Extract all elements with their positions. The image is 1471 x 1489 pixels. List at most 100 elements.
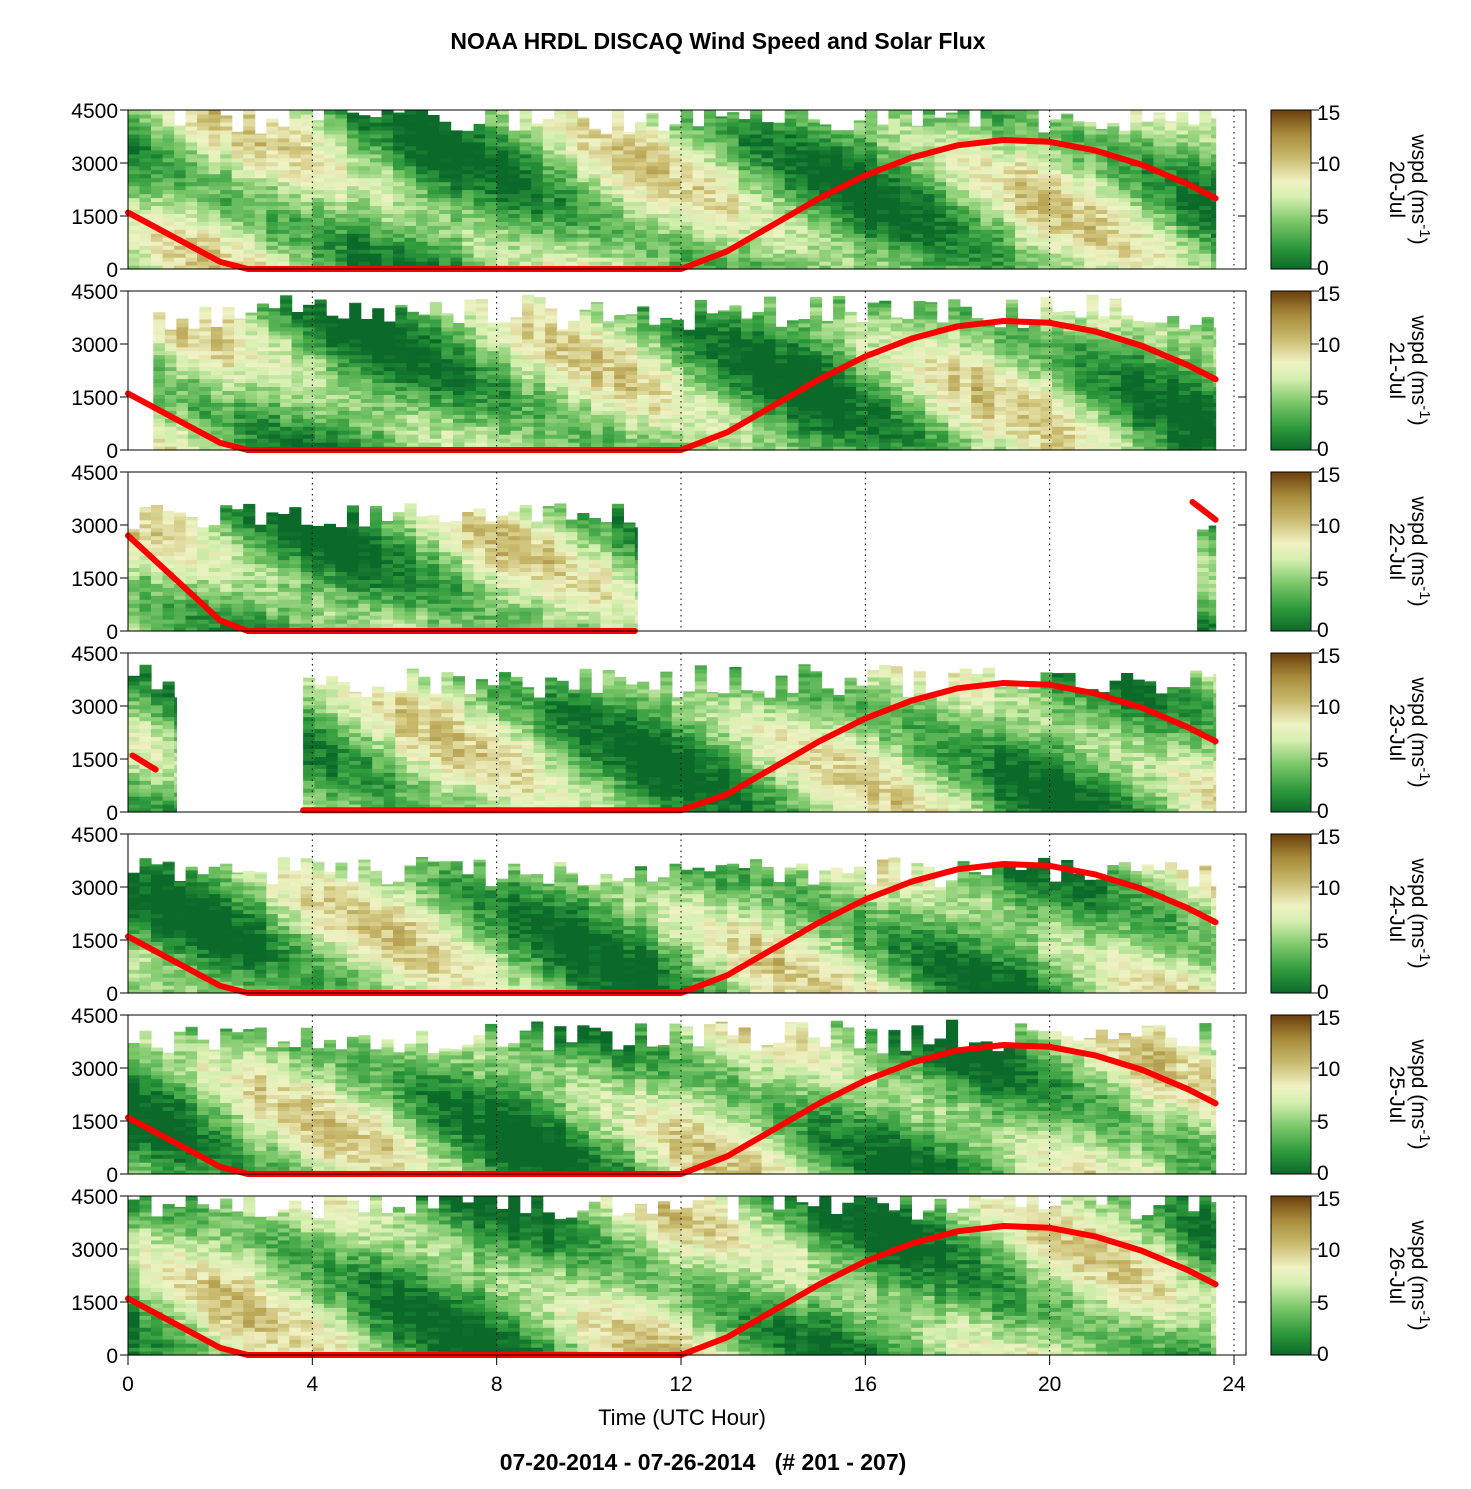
heatmap-cell [347, 257, 359, 262]
heatmap-cell [1073, 261, 1085, 266]
heatmap-cell [485, 221, 497, 226]
heatmap-cell [923, 142, 935, 147]
heatmap-cell [531, 229, 543, 234]
heatmap-cell [1027, 150, 1039, 155]
heatmap-cell [301, 221, 313, 226]
heatmap-cell [151, 142, 163, 147]
heatmap-cell [865, 229, 877, 234]
heatmap-cell [232, 245, 244, 250]
heatmap-cell [220, 130, 232, 135]
heatmap-cell [289, 142, 301, 147]
heatmap-cell [1096, 158, 1108, 163]
heatmap-cell [266, 182, 278, 187]
heatmap-cell [301, 241, 313, 246]
heatmap-cell [197, 158, 209, 163]
heatmap-cell [658, 174, 670, 179]
heatmap-cell [577, 174, 589, 179]
heatmap-cell [151, 174, 163, 179]
heatmap-cell [1004, 158, 1016, 163]
heatmap-cell [358, 170, 370, 175]
heatmap-cell [635, 261, 647, 266]
heatmap-cell [1107, 221, 1119, 226]
heatmap-cell [335, 170, 347, 175]
heatmap-cell [209, 237, 221, 242]
heatmap-cell [981, 221, 993, 226]
heatmap-cell [727, 112, 739, 115]
heatmap-cell [946, 201, 958, 206]
heatmap-cell [992, 241, 1004, 246]
heatmap-cell [497, 182, 509, 187]
heatmap-cell [566, 150, 578, 155]
heatmap-cell [704, 205, 716, 210]
heatmap-cell [232, 225, 244, 230]
heatmap-cell [704, 162, 716, 167]
heatmap-cell [428, 178, 440, 183]
heatmap-cell [566, 158, 578, 163]
heatmap-cell [877, 178, 889, 183]
heatmap-cell [785, 142, 797, 147]
heatmap-cell [335, 150, 347, 155]
heatmap-cell [485, 110, 497, 115]
heatmap-cell [266, 241, 278, 246]
heatmap-cell [1084, 205, 1096, 210]
heatmap-cell [1096, 205, 1108, 210]
heatmap-cell [301, 205, 313, 210]
heatmap-cell [958, 194, 970, 199]
heatmap-cell [762, 122, 774, 126]
heatmap-cell [186, 217, 198, 222]
heatmap-cell [1038, 253, 1050, 258]
heatmap-cell [623, 201, 635, 206]
heatmap-cell [174, 162, 186, 167]
heatmap-cell [750, 162, 762, 167]
heatmap-cell [278, 182, 290, 187]
heatmap-cell [958, 209, 970, 214]
heatmap-cell [186, 257, 198, 262]
heatmap-cell [877, 138, 889, 143]
heatmap-cell [1015, 126, 1027, 131]
heatmap-cell [1004, 118, 1016, 123]
heatmap-cell [543, 162, 555, 167]
heatmap-cell [370, 138, 382, 143]
heatmap-cell [900, 114, 912, 119]
heatmap-cell [485, 130, 497, 135]
heatmap-cell [911, 221, 923, 226]
heatmap-cell [439, 190, 451, 195]
heatmap-cell [462, 131, 474, 135]
heatmap-cell [347, 229, 359, 234]
heatmap-cell [854, 120, 866, 122]
heatmap-cell [923, 114, 935, 119]
heatmap-cell [750, 182, 762, 187]
heatmap-cell [577, 178, 589, 183]
heatmap-cell [1050, 237, 1062, 242]
heatmap-cell [969, 229, 981, 234]
heatmap-cell [969, 221, 981, 226]
heatmap-cell [497, 150, 509, 155]
heatmap-cell [370, 170, 382, 175]
heatmap-cell [762, 241, 774, 246]
heatmap-cell [681, 130, 693, 135]
heatmap-cell [1038, 241, 1050, 246]
heatmap-cell [151, 118, 163, 123]
heatmap-cell [865, 118, 877, 123]
heatmap-cell [485, 190, 497, 195]
heatmap-cell [854, 205, 866, 210]
heatmap-cell [981, 209, 993, 214]
heatmap-cell [623, 261, 635, 266]
heatmap-cell [416, 174, 428, 179]
heatmap-cell [888, 150, 900, 155]
heatmap-cell [911, 205, 923, 210]
heatmap-cell [485, 138, 497, 143]
heatmap-cell [405, 217, 417, 222]
heatmap-cell [865, 146, 877, 151]
heatmap-cell [658, 229, 670, 234]
heatmap-cell [566, 110, 578, 115]
heatmap-cell [485, 217, 497, 222]
heatmap-cell [819, 146, 831, 151]
heatmap-cell [485, 201, 497, 206]
heatmap-cell [623, 182, 635, 187]
heatmap-cell [1073, 121, 1085, 122]
heatmap-cell [497, 237, 509, 242]
heatmap-cell [197, 110, 209, 115]
heatmap-cell [485, 170, 497, 175]
heatmap-cell [462, 221, 474, 226]
